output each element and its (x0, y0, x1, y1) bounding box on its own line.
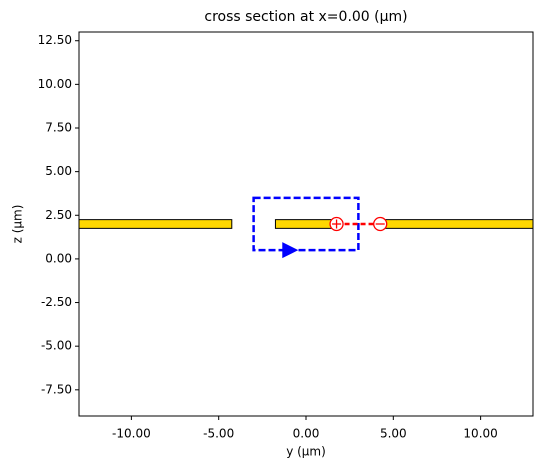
y-tick-label: 0.00 (45, 251, 72, 265)
y-tick-label: -2.50 (41, 295, 72, 309)
conductor (274, 219, 338, 229)
y-tick-label: 7.50 (45, 121, 72, 135)
x-axis-label: y (μm) (286, 445, 326, 459)
conductor (78, 219, 233, 229)
x-tick-label: 10.00 (463, 427, 497, 441)
y-tick-label: -5.00 (41, 339, 72, 353)
current-arrow (282, 242, 299, 259)
current-path (252, 196, 360, 252)
y-tick-label: 10.00 (38, 77, 72, 91)
y-tick-label: -7.50 (41, 382, 72, 396)
y-tick-label: 2.50 (45, 208, 72, 222)
x-tick-label: 5.00 (380, 427, 407, 441)
chart-title: cross section at x=0.00 (μm) (204, 9, 407, 25)
x-tick-label: -5.00 (203, 427, 234, 441)
y-tick-label: 12.50 (38, 33, 72, 47)
y-tick-label: 5.00 (45, 164, 72, 178)
x-tick-label: -10.00 (112, 427, 151, 441)
y-axis-label: z (μm) (11, 205, 25, 244)
conductor (379, 219, 534, 229)
x-tick-label: 0.00 (293, 427, 320, 441)
